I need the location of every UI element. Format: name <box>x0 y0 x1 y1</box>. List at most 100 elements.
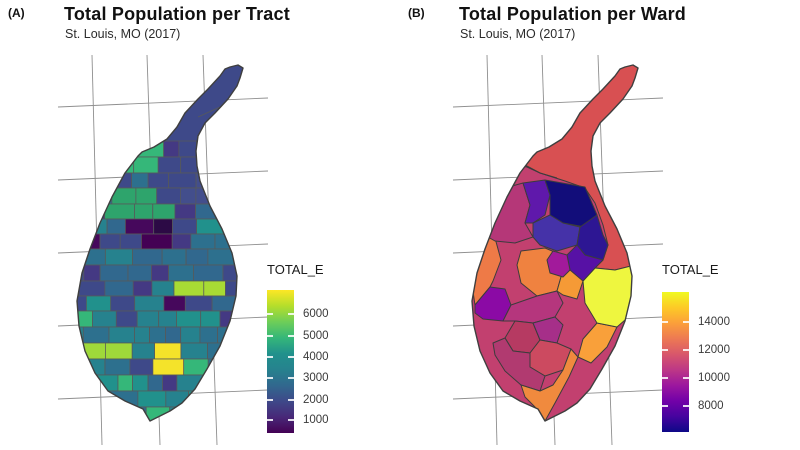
tract-cell <box>91 187 113 205</box>
tract-cell <box>104 358 131 376</box>
tract-cell <box>77 233 101 250</box>
tract-cell <box>227 390 243 408</box>
tract-cell <box>158 310 177 328</box>
panel-b-subtitle: St. Louis, MO (2017) <box>460 27 576 41</box>
panel-b-label: (B) <box>408 6 425 20</box>
panel-a-label: (A) <box>8 6 25 20</box>
panel-a-subtitle: St. Louis, MO (2017) <box>65 27 181 41</box>
colorbar-tick <box>288 313 294 315</box>
tract-cell <box>173 280 205 297</box>
tract-cell <box>231 406 243 421</box>
tract-cell <box>242 172 243 189</box>
tract-cell <box>176 374 206 392</box>
colorbar-tick <box>683 321 689 323</box>
tract-cell <box>82 326 110 344</box>
tract-cell <box>211 295 242 312</box>
tract-cell <box>77 233 79 250</box>
tract-cell <box>200 310 221 328</box>
tract-cell <box>105 248 133 266</box>
tract-cell <box>132 374 149 392</box>
colorbar-tick <box>288 335 294 337</box>
tract-cell <box>106 218 126 235</box>
ward-polygon <box>544 179 598 228</box>
tract-cell <box>195 187 220 205</box>
tract-cell <box>178 140 197 158</box>
city-outline <box>471 64 639 422</box>
colorbar-tick <box>683 377 689 379</box>
tract-cell <box>129 358 154 376</box>
colorbar-tick-label: 1000 <box>303 414 329 426</box>
tract-cell <box>214 233 242 250</box>
colorbar-tick <box>288 399 294 401</box>
tract-cell <box>104 280 134 297</box>
tract-cell <box>80 390 109 408</box>
colorbar-tick <box>683 349 689 351</box>
tract-cell <box>161 248 187 266</box>
tract-cell <box>237 156 243 174</box>
tract-cell <box>195 203 222 220</box>
tract-cell <box>132 280 153 297</box>
tract-cell <box>157 156 181 174</box>
tract-cell <box>154 342 182 360</box>
tract-cell <box>220 203 239 220</box>
legend-title: TOTAL_E <box>662 262 719 277</box>
tract-cell <box>185 248 209 266</box>
colorbar-tick <box>267 335 273 337</box>
tract-cell <box>116 406 147 421</box>
colorbar-tick-label: 6000 <box>303 308 329 320</box>
tract-cell <box>180 187 197 205</box>
tract-cell <box>78 280 106 297</box>
tract-cell <box>151 264 169 282</box>
tract-cell <box>88 172 118 189</box>
tract-cell <box>99 264 129 282</box>
tract-cell <box>199 326 218 344</box>
tract-cell <box>77 406 93 421</box>
tract-cell <box>153 218 173 235</box>
tract-cell <box>162 374 178 392</box>
tract-cell <box>127 264 152 282</box>
tract-cell <box>134 326 150 344</box>
colorbar-tick <box>662 321 668 323</box>
tract-cell <box>149 326 166 344</box>
colorbar-tick <box>288 377 294 379</box>
legend-title: TOTAL_E <box>267 262 324 277</box>
tract-cell <box>163 140 180 158</box>
colorbar-tick-label: 8000 <box>698 400 724 412</box>
tract-cell <box>207 342 224 360</box>
tract-cell <box>236 358 243 376</box>
tract-cell <box>131 172 149 189</box>
ward-polygon <box>546 250 571 278</box>
tract-cell <box>152 358 185 376</box>
colorbar-tick <box>267 356 273 358</box>
tract-cell <box>92 310 117 328</box>
city-outline <box>76 64 244 422</box>
colorbar-tick <box>267 313 273 315</box>
tract-cell <box>134 203 154 220</box>
tract-cell <box>110 140 135 158</box>
tract-cell <box>196 140 228 158</box>
tract-choropleth-map <box>57 55 269 446</box>
tract-cell <box>77 203 81 220</box>
tract-cell <box>152 203 176 220</box>
tract-cell <box>77 156 92 174</box>
tract-cell <box>79 140 112 158</box>
tract-cell <box>77 280 80 297</box>
tract-cell <box>77 358 83 376</box>
panel-b-title: Total Population per Ward <box>459 4 686 24</box>
tract-cell <box>77 374 90 392</box>
tract-cell <box>218 187 239 205</box>
tract-cell <box>108 326 135 344</box>
tract-cell <box>92 406 117 421</box>
colorbar-tick-label: 12000 <box>698 344 730 356</box>
tract-cell <box>180 326 201 344</box>
tract-cell <box>134 295 165 312</box>
tract-cell <box>234 248 243 266</box>
tract-cell <box>135 187 158 205</box>
colorbar-tick-label: 14000 <box>698 316 730 328</box>
tract-cell <box>203 280 226 297</box>
tract-cell <box>147 172 169 189</box>
tract-cell <box>104 203 135 220</box>
tract-cell <box>235 310 243 328</box>
tract-cell <box>77 248 84 266</box>
